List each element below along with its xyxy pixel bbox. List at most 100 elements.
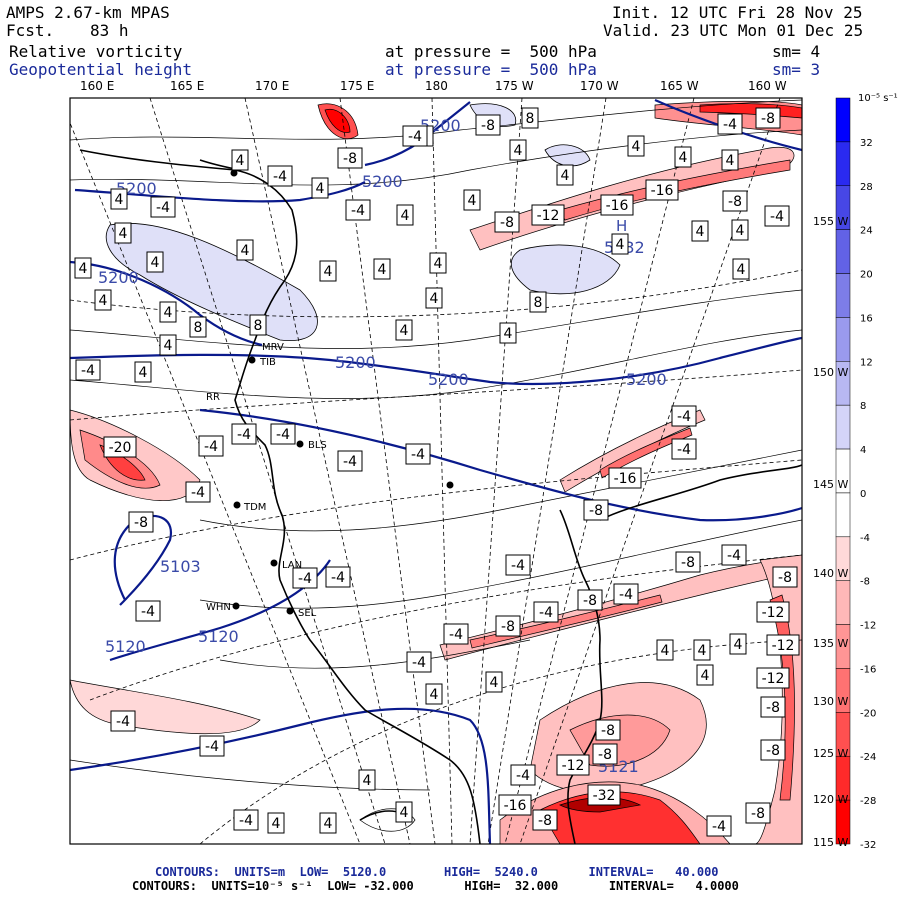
svg-text:-4: -4: [723, 117, 737, 133]
svg-text:-4: -4: [237, 427, 251, 443]
latitude-label: 130 W: [813, 695, 848, 708]
longitude-label: 170 E: [255, 79, 289, 93]
svg-text:4: 4: [164, 338, 173, 354]
svg-text:4: 4: [401, 208, 410, 224]
colorbar-tick-label: -20: [860, 708, 876, 719]
svg-text:4: 4: [236, 153, 245, 169]
svg-text:-4: -4: [239, 813, 253, 829]
height-label: 5120: [198, 627, 239, 646]
vorticity-label-box: -8: [475, 114, 501, 136]
plot-frame: [69, 97, 803, 845]
vorticity-label-box: 4: [236, 239, 254, 261]
vorticity-label-box: -16: [600, 194, 634, 216]
svg-text:4: 4: [726, 153, 735, 169]
svg-text:-4: -4: [539, 605, 553, 621]
vorticity-label-box: -4: [110, 710, 136, 732]
station-dot-sel: [286, 607, 294, 615]
colorbar-tick-label: 16: [860, 313, 873, 324]
vorticity-label-box: -8: [577, 589, 603, 611]
height-label: 5103: [160, 557, 201, 576]
vorticity-label-box: -8: [128, 511, 154, 533]
height-labels: 5200 5200 5200 5200 5200 5200 5200 5232 …: [98, 116, 667, 776]
station-dot-lan: [270, 559, 278, 567]
svg-text:-8: -8: [761, 111, 775, 127]
svg-text:4: 4: [324, 264, 333, 280]
longitude-label: 160 W: [748, 79, 787, 93]
height-contours: [70, 98, 802, 844]
vorticity-label-box: -4: [505, 554, 531, 576]
colorbar-unit: 10⁻⁵ s⁻¹: [858, 93, 898, 104]
vorticity-label-box: -4: [402, 125, 428, 147]
svg-text:-4: -4: [298, 571, 312, 587]
vorticity-label-box: 4: [463, 189, 481, 211]
svg-text:-12: -12: [537, 208, 560, 224]
station-label-mrv: MRV: [262, 342, 284, 353]
vorticity-label-box: 4: [556, 164, 574, 186]
svg-text:-4: -4: [677, 442, 691, 458]
svg-text:-8: -8: [134, 515, 148, 531]
vorticity-label-box: 4: [319, 812, 337, 834]
svg-text:4: 4: [79, 261, 88, 277]
latitude-label: 140 W: [813, 567, 848, 580]
vorticity-label-box: -16: [608, 467, 642, 489]
vorticity-label-box: -8: [583, 499, 609, 521]
colorbar-tick-label: 28: [860, 182, 873, 193]
vorticity-label-box: -16: [498, 794, 532, 816]
station-dot-bls: [296, 440, 304, 448]
height-label: 5200: [428, 370, 469, 389]
colorbar-swatch: [835, 141, 851, 187]
svg-text:-8: -8: [778, 570, 792, 586]
station-label-bls: BLS: [308, 440, 327, 451]
svg-text:4: 4: [434, 256, 443, 272]
svg-text:4: 4: [737, 262, 746, 278]
svg-text:8: 8: [254, 318, 263, 334]
svg-text:4: 4: [698, 643, 707, 659]
svg-text:4: 4: [701, 668, 710, 684]
svg-text:-8: -8: [343, 151, 357, 167]
svg-text:-4: -4: [81, 363, 95, 379]
svg-text:4: 4: [734, 637, 743, 653]
svg-text:-4: -4: [343, 454, 357, 470]
vorticity-label-box: -8: [755, 107, 781, 129]
station-label-lan: LAN: [282, 560, 302, 571]
vorticity-label-box: -4: [613, 583, 639, 605]
svg-text:-8: -8: [728, 194, 742, 210]
vorticity-label-box: -8: [745, 802, 771, 824]
vorticity-label-box: 4: [373, 258, 391, 280]
svg-text:4: 4: [430, 291, 439, 307]
svg-text:-8: -8: [601, 723, 615, 739]
station-dot-east: [446, 481, 454, 489]
vorticity-label-box: -4: [405, 443, 431, 465]
colorbar-tick-label: 8: [860, 401, 866, 412]
svg-text:4: 4: [632, 139, 641, 155]
svg-text:-4: -4: [449, 627, 463, 643]
longitude-label: 175 E: [340, 79, 374, 93]
svg-text:-4: -4: [516, 768, 530, 784]
svg-text:-4: -4: [191, 485, 205, 501]
latitude-labels: 155 W 150 W 145 W 140 W 135 W 130 W 125 W 120 W…: [813, 215, 848, 849]
vorticity-label-box: -4: [270, 423, 296, 445]
vorticity-label-box: 4: [731, 219, 749, 241]
vorticity-label-box: 8: [249, 314, 267, 336]
latitude-label: 115 W: [813, 836, 848, 849]
vorticity-label-box: 4: [159, 301, 177, 323]
vorticity-label-box: 8: [521, 107, 539, 129]
station-label-tib: TIB: [259, 357, 276, 368]
station-label-tdm: TDM: [243, 502, 266, 513]
vorticity-label-box: 4: [485, 671, 503, 693]
station-dot-whn: [232, 602, 240, 610]
colorbar-tick-label: -28: [860, 796, 876, 807]
vorticity-label-box: 4: [311, 177, 329, 199]
coastline: [79, 149, 802, 844]
svg-text:-32: -32: [593, 788, 616, 804]
longitude-label: 165 W: [660, 79, 699, 93]
height-contour-info: CONTOURS: UNITS=m LOW= 5120.0 HIGH= 5240…: [155, 865, 719, 879]
vorticity-label-box: 4: [674, 146, 692, 168]
svg-text:-8: -8: [501, 619, 515, 635]
vorticity-label-box: 4: [732, 258, 750, 280]
svg-text:4: 4: [661, 643, 670, 659]
svg-text:-4: -4: [619, 587, 633, 603]
vorticity-label-box: -8: [675, 551, 701, 573]
vorticity-label-box: -4: [337, 450, 363, 472]
colorbar-tick-label: 32: [860, 138, 873, 149]
